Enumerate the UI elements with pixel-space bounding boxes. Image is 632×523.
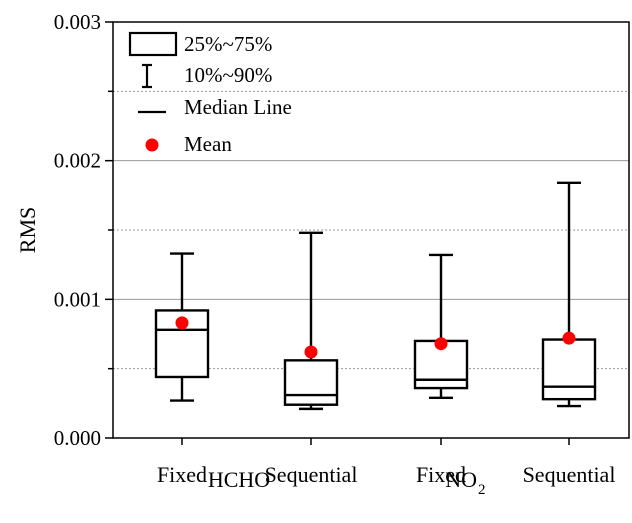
y-tick-label: 0.003 bbox=[54, 10, 101, 34]
legend-box-label: 25%~75% bbox=[184, 32, 272, 56]
legend: 25%~75% 10%~90% Median Line Mean bbox=[128, 31, 292, 156]
y-axis: 0.000 0.001 0.002 0.003 bbox=[54, 10, 113, 450]
y-tick-label: 0.001 bbox=[54, 287, 101, 311]
box-4 bbox=[541, 181, 597, 408]
box-1 bbox=[154, 252, 210, 402]
x-category-label: Fixed bbox=[157, 462, 207, 487]
y-tick-label: 0.000 bbox=[54, 426, 101, 450]
x-category-label: Sequential bbox=[523, 462, 616, 487]
x-category-labels: Fixed Sequential Fixed Sequential bbox=[157, 438, 616, 487]
boxes bbox=[154, 181, 597, 411]
group-label-no2-subscript: 2 bbox=[478, 482, 486, 498]
iqr-box bbox=[283, 359, 339, 406]
y-axis-label: RMS bbox=[15, 207, 40, 253]
mean-marker bbox=[562, 331, 576, 345]
mean-marker bbox=[434, 337, 448, 351]
iqr-box bbox=[154, 309, 210, 379]
mean-marker bbox=[175, 316, 189, 330]
legend-median-label: Median Line bbox=[184, 95, 292, 119]
legend-whisker-label: 10%~90% bbox=[184, 63, 272, 87]
x-category-label: Fixed bbox=[416, 462, 466, 487]
box-2 bbox=[283, 231, 339, 411]
x-category-label: Sequential bbox=[265, 462, 358, 487]
legend-box-symbol bbox=[128, 31, 178, 57]
group-label-hcho: HCHO bbox=[208, 467, 270, 492]
mean-marker bbox=[304, 345, 318, 359]
group-label-no2: NO bbox=[445, 467, 477, 492]
legend-mean-label: Mean bbox=[184, 132, 232, 156]
box-3 bbox=[413, 253, 469, 399]
legend-mean-symbol bbox=[145, 138, 159, 152]
y-tick-label: 0.002 bbox=[54, 149, 101, 173]
legend-whisker-symbol bbox=[142, 63, 152, 89]
iqr-box bbox=[541, 338, 597, 401]
